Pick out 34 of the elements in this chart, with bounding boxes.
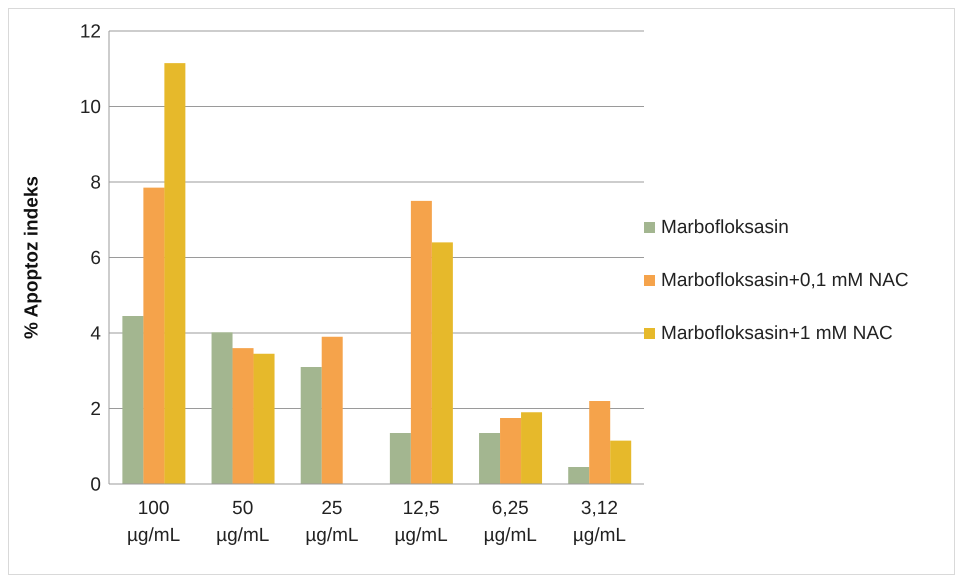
- y-tick-label: 6: [90, 248, 101, 270]
- bar: [568, 467, 590, 484]
- bar: [300, 366, 322, 484]
- bar: [122, 316, 144, 484]
- bar: [164, 63, 186, 484]
- bar: [610, 440, 632, 484]
- bar: [254, 354, 275, 484]
- y-tick-label: 2: [90, 399, 101, 420]
- bar: [143, 188, 164, 484]
- y-axis-title: % Apoptoz indeks: [22, 176, 43, 339]
- bar: [322, 336, 343, 484]
- bar: [479, 433, 500, 484]
- x-tick-label: 50 µg/mL: [216, 498, 270, 546]
- bar: [521, 412, 542, 484]
- x-tick-label: 12,5 µg/mL: [394, 498, 448, 546]
- x-tick-label: 3,12 µg/mL: [572, 498, 626, 546]
- bar: [500, 418, 522, 484]
- legend-label: Marbofloksasin: [661, 216, 790, 240]
- x-tick-label: 100 µg/mL: [126, 498, 180, 546]
- bar: [212, 332, 233, 484]
- x-tick-label: 25 µg/mL: [305, 498, 359, 546]
- bar: [410, 200, 432, 484]
- bar: [232, 348, 254, 484]
- y-tick-label: 4: [90, 324, 102, 345]
- y-tick-label: 10: [80, 97, 101, 118]
- y-tick-label: 8: [90, 172, 101, 194]
- bar: [390, 433, 411, 484]
- y-tick-label: 0: [90, 474, 101, 496]
- x-tick-label: 6,25 µg/mL: [484, 498, 537, 546]
- bar: [589, 400, 610, 484]
- y-tick-label: 12: [80, 22, 101, 43]
- bar: [432, 242, 453, 484]
- legend-label: Marbofloksasin+0,1 mM NAC: [661, 269, 910, 293]
- legend-label: Marbofloksasin+1 mM NAC: [661, 322, 894, 346]
